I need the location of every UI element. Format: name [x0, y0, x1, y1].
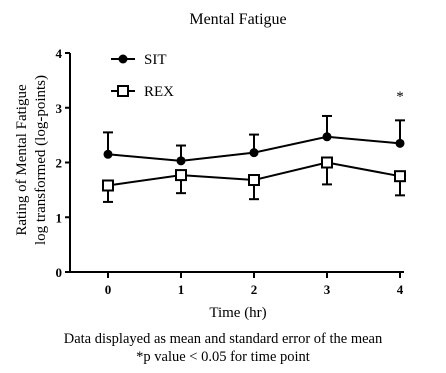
x-ticks: 0 1 2 3 4 — [105, 272, 404, 297]
significance-asterisk: * — [396, 89, 404, 105]
annotation-layer: * — [396, 89, 404, 105]
data-point — [394, 170, 406, 183]
footnote-2: *p value < 0.05 for time point — [136, 349, 310, 365]
data-point — [248, 174, 260, 187]
legend-item-rex: REX — [111, 84, 174, 100]
chart-title: Mental Fatigue — [189, 11, 286, 28]
x-tick-label: 3 — [324, 282, 331, 297]
data-point — [321, 156, 333, 169]
legend-label: REX — [144, 84, 174, 100]
y-tick-label: 1 — [56, 210, 63, 225]
series-layer — [102, 114, 406, 203]
legend-marker — [118, 54, 128, 64]
series-sit — [103, 114, 405, 166]
data-point — [102, 179, 114, 192]
y-tick-label: 0 — [56, 265, 63, 280]
x-axis-label: Time (hr) — [209, 305, 266, 321]
legend-marker — [117, 85, 129, 97]
y-tick-label: 2 — [56, 156, 63, 171]
y-axis-label-line-2: log transformed (log-points) — [33, 75, 49, 245]
data-point — [175, 169, 187, 182]
data-point — [395, 138, 405, 148]
x-tick-label: 1 — [178, 282, 185, 297]
y-tick-label: 3 — [56, 101, 63, 116]
footnote-1: Data displayed as mean and standard erro… — [63, 331, 383, 347]
legend-label: SIT — [144, 52, 167, 68]
data-point — [176, 156, 186, 166]
x-tick-label: 4 — [397, 282, 404, 297]
y-tick-label: 4 — [56, 46, 63, 61]
y-ticks: 0 1 2 3 4 — [56, 46, 70, 280]
x-tick-label: 2 — [251, 282, 258, 297]
y-axis-label: Rating of Mental Fatigue log transformed… — [14, 75, 49, 245]
data-point — [103, 149, 113, 159]
y-axis-label-line-1: Rating of Mental Fatigue — [14, 84, 30, 236]
data-point — [249, 148, 259, 158]
data-point — [322, 132, 332, 142]
legend: SIT REX — [111, 52, 174, 100]
series-rex — [102, 156, 406, 203]
x-tick-label: 0 — [105, 282, 112, 297]
legend-item-sit: SIT — [111, 52, 167, 68]
mental-fatigue-chart: Mental Fatigue Rating of Mental Fatigue … — [14, 11, 406, 321]
